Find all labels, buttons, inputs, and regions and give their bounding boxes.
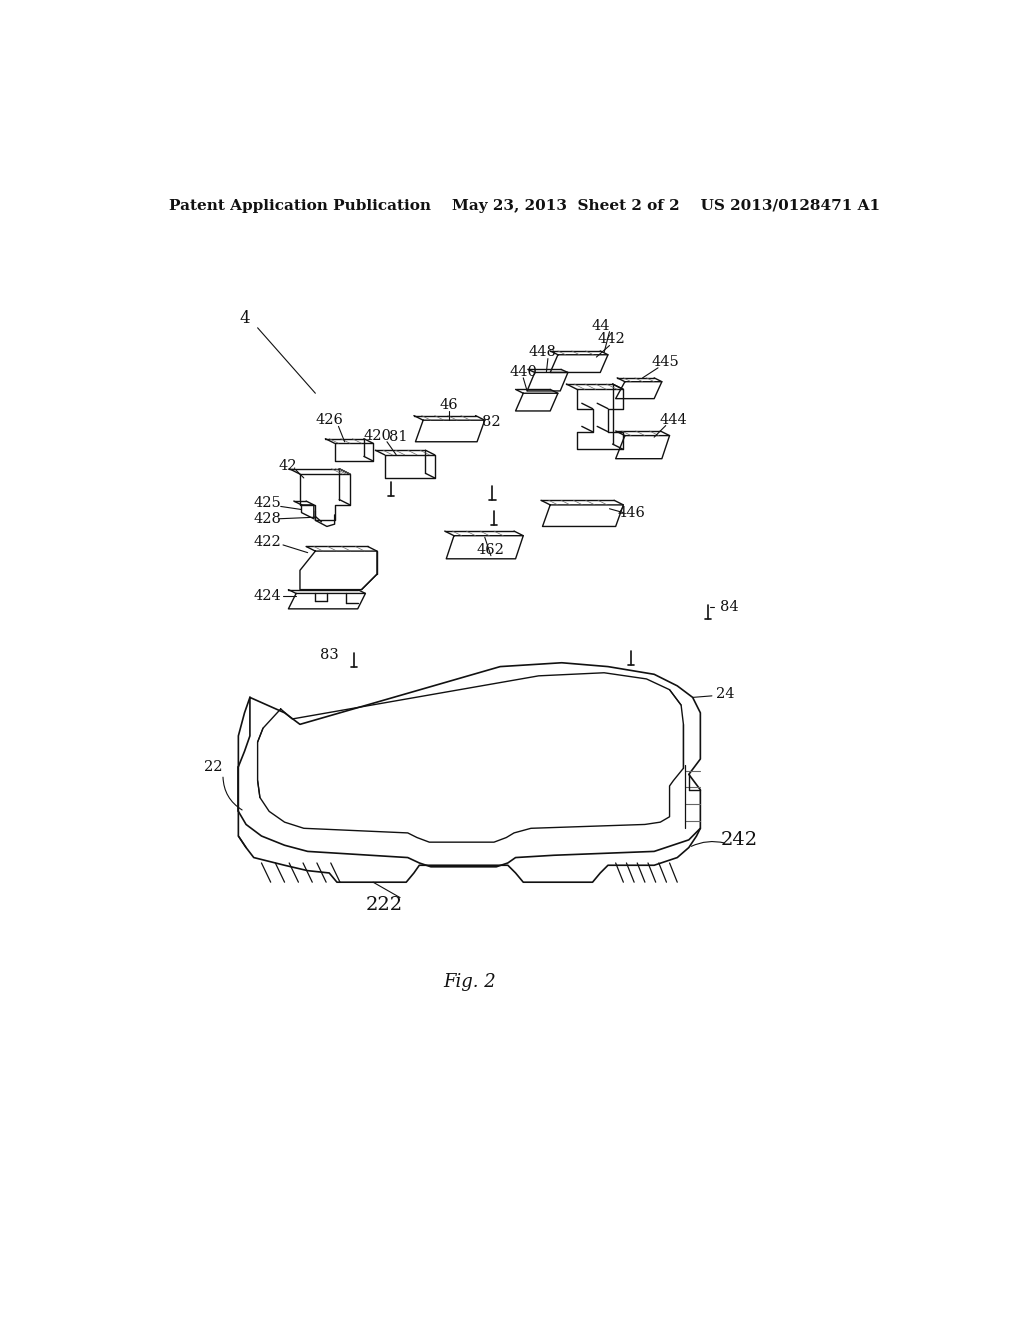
Text: 242: 242 bbox=[720, 830, 758, 849]
Text: 444: 444 bbox=[659, 413, 687, 428]
Text: 442: 442 bbox=[598, 333, 626, 346]
Text: 440: 440 bbox=[509, 366, 538, 379]
Text: 81: 81 bbox=[389, 430, 408, 444]
Text: 42: 42 bbox=[279, 459, 297, 474]
Text: 420: 420 bbox=[364, 429, 391, 442]
Text: 462: 462 bbox=[477, 543, 505, 557]
Text: 222: 222 bbox=[367, 896, 403, 915]
Text: 448: 448 bbox=[528, 346, 556, 359]
Text: 24: 24 bbox=[716, 686, 734, 701]
Text: 425: 425 bbox=[254, 496, 282, 511]
Text: 446: 446 bbox=[617, 506, 645, 520]
Text: 424: 424 bbox=[254, 589, 282, 603]
Text: 46: 46 bbox=[439, 397, 458, 412]
Text: Patent Application Publication    May 23, 2013  Sheet 2 of 2    US 2013/0128471 : Patent Application Publication May 23, 2… bbox=[169, 199, 881, 213]
Text: 22: 22 bbox=[205, 760, 223, 774]
Text: 445: 445 bbox=[652, 355, 680, 370]
Text: 82: 82 bbox=[481, 414, 501, 429]
Text: 426: 426 bbox=[315, 413, 343, 428]
Text: Fig. 2: Fig. 2 bbox=[443, 973, 496, 991]
Text: 428: 428 bbox=[254, 512, 282, 525]
Text: 4: 4 bbox=[240, 310, 250, 327]
Text: 84: 84 bbox=[720, 599, 739, 614]
Text: 44: 44 bbox=[591, 319, 609, 333]
Text: 83: 83 bbox=[319, 648, 339, 663]
Text: 422: 422 bbox=[254, 535, 282, 549]
